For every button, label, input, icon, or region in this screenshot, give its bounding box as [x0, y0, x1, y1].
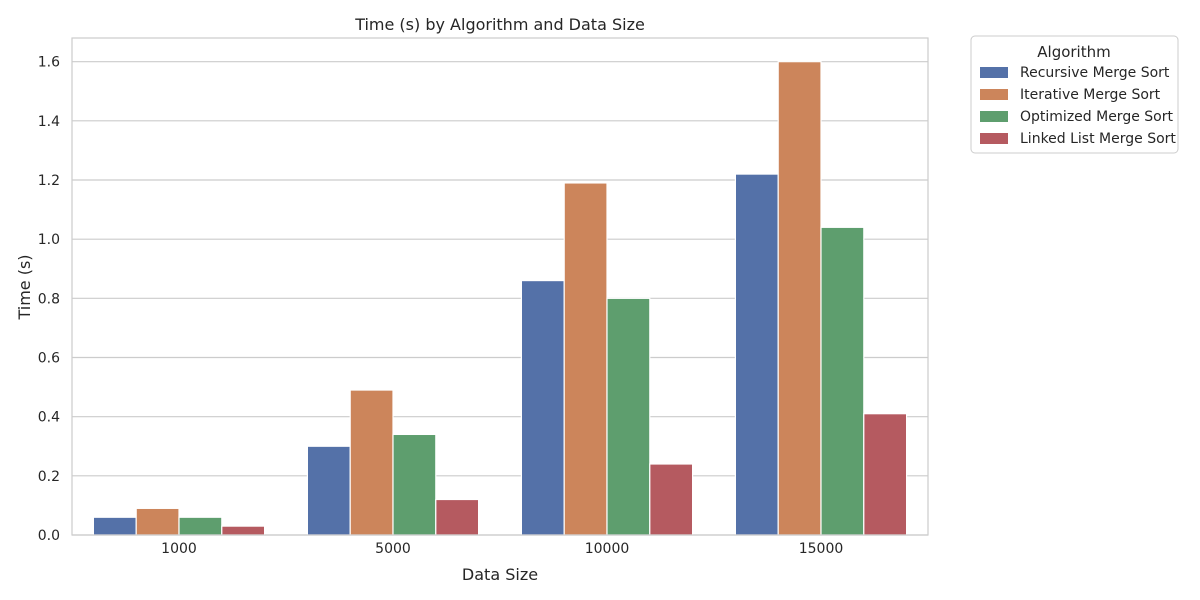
y-tick-label: 1.0	[38, 232, 60, 248]
y-tick-label: 1.6	[38, 55, 60, 71]
bar-linked-list-merge-sort-5000	[435, 498, 480, 536]
bar-optimized-merge-sort-15000	[820, 226, 865, 536]
y-axis-label: Time (s)	[15, 254, 34, 320]
x-tick-label: 1000	[161, 541, 197, 557]
x-tick-label: 10000	[585, 541, 630, 557]
x-tick-label: 5000	[375, 541, 411, 557]
x-axis-label: Data Size	[462, 565, 538, 584]
bar-iterative-merge-sort-15000	[777, 61, 822, 536]
bar-recursive-merge-sort-5000	[306, 445, 351, 536]
legend-swatch	[980, 133, 1008, 144]
y-tick-label: 0.6	[38, 351, 60, 367]
legend: Algorithm Recursive Merge Sort Iterative …	[970, 35, 1179, 154]
legend-swatch	[980, 67, 1008, 78]
legend-frame	[970, 35, 1179, 154]
bar-iterative-merge-sort-10000	[563, 182, 608, 536]
legend-label: Linked List Merge Sort	[1020, 131, 1176, 147]
y-tick-label: 0.0	[38, 528, 60, 544]
x-tick-label: 15000	[799, 541, 844, 557]
y-tick-label: 0.2	[38, 469, 60, 485]
bar-optimized-merge-sort-1000	[178, 516, 223, 536]
bars	[92, 61, 908, 536]
x-tick-labels: 1000 5000 10000 15000	[161, 541, 843, 557]
legend-title: Algorithm	[1037, 43, 1110, 61]
bar-linked-list-merge-sort-1000	[221, 525, 266, 536]
legend-label: Iterative Merge Sort	[1020, 87, 1161, 103]
bar-recursive-merge-sort-10000	[520, 279, 565, 536]
bar-linked-list-merge-sort-10000	[649, 463, 694, 536]
legend-label: Recursive Merge Sort	[1020, 65, 1170, 81]
y-tick-label: 0.8	[38, 291, 60, 307]
bar-recursive-merge-sort-1000	[92, 516, 137, 536]
bar-linked-list-merge-sort-15000	[863, 413, 908, 536]
legend-swatch	[980, 111, 1008, 122]
bar-recursive-merge-sort-15000	[734, 173, 779, 536]
y-tick-label: 1.2	[38, 173, 60, 189]
bar-iterative-merge-sort-5000	[349, 389, 394, 536]
bar-optimized-merge-sort-10000	[606, 297, 651, 536]
plot-frame	[71, 37, 929, 536]
legend-label: Optimized Merge Sort	[1020, 109, 1173, 125]
y-tick-labels: 0.0 0.2 0.4 0.6 0.8 1.0 1.2 1.4 1.6	[38, 55, 60, 544]
bar-optimized-merge-sort-5000	[392, 433, 437, 536]
y-tick-label: 1.4	[38, 114, 60, 130]
grid-lines	[72, 61, 928, 536]
legend-swatch	[980, 89, 1008, 100]
y-tick-label: 0.4	[38, 410, 60, 426]
bar-iterative-merge-sort-1000	[135, 507, 180, 536]
chart-title: Time (s) by Algorithm and Data Size	[354, 15, 645, 34]
